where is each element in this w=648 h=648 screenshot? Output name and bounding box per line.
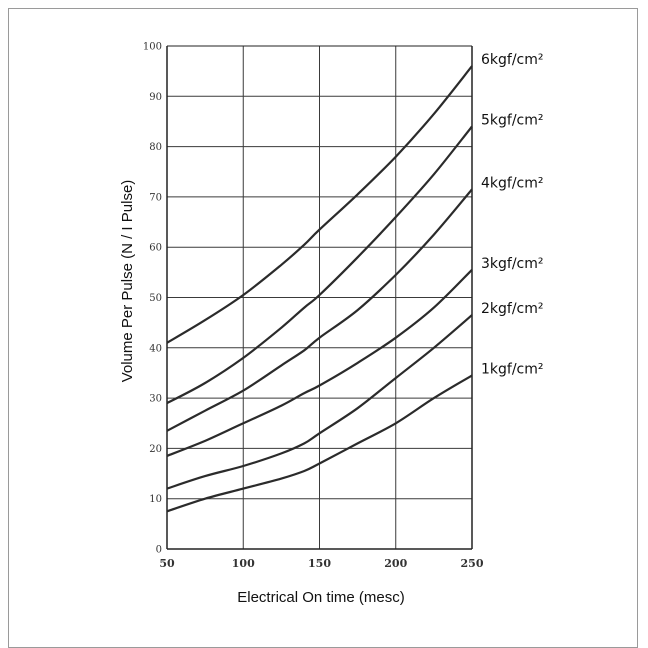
axes (166, 45, 473, 550)
x-tick-label-100: 100 (232, 557, 255, 570)
y-tick-label-10: 10 (149, 494, 162, 505)
volume-per-pulse-chart: 6kgf/cm² 5kgf/cm² 4kgf/cm² 3kgf/cm² 2kgf/cm²… (119, 42, 544, 607)
tick-labels: 0 10 20 30 40 50 60 70 80 90 100 50 100 150 200 250 (143, 42, 484, 571)
series-label-1: 6kgf/cm² (481, 52, 544, 68)
series-label-4: 3kgf/cm² (481, 256, 544, 272)
y-tick-label-30: 30 (149, 394, 162, 405)
x-tick-label-50: 50 (159, 557, 175, 570)
y-axis-label: Volume Per Pulse (N / I Pulse) (119, 180, 136, 383)
y-tick-label-70: 70 (149, 192, 162, 203)
y-tick-label-20: 20 (149, 444, 162, 455)
chart-frame: 6kgf/cm² 5kgf/cm² 4kgf/cm² 3kgf/cm² 2kgf/cm²… (8, 8, 638, 648)
series-labels: 6kgf/cm² 5kgf/cm² 4kgf/cm² 3kgf/cm² 2kgf/cm²… (481, 52, 544, 377)
y-tick-label-90: 90 (149, 92, 162, 103)
series-line-3 (166, 188, 473, 432)
series-line-5 (166, 314, 473, 490)
series-label-5: 2kgf/cm² (481, 301, 544, 317)
y-tick-label-0: 0 (156, 545, 162, 556)
y-tick-label-60: 60 (149, 243, 162, 254)
series-line-4 (166, 269, 473, 457)
x-tick-label-250: 250 (461, 557, 484, 570)
series-line-6 (166, 374, 473, 513)
x-tick-label-150: 150 (308, 557, 331, 570)
series-label-3: 4kgf/cm² (481, 175, 544, 191)
series-line-2 (166, 125, 473, 405)
series-label-2: 5kgf/cm² (481, 112, 544, 128)
series-line-1 (166, 65, 473, 344)
series-lines (166, 65, 473, 513)
series-label-6: 1kgf/cm² (481, 361, 544, 377)
y-tick-label-40: 40 (149, 343, 162, 354)
y-tick-label-50: 50 (149, 293, 162, 304)
y-tick-label-100: 100 (143, 42, 162, 53)
y-tick-label-80: 80 (149, 142, 162, 153)
x-tick-label-200: 200 (384, 557, 407, 570)
x-axis-label: Electrical On time (mesc) (237, 589, 405, 606)
